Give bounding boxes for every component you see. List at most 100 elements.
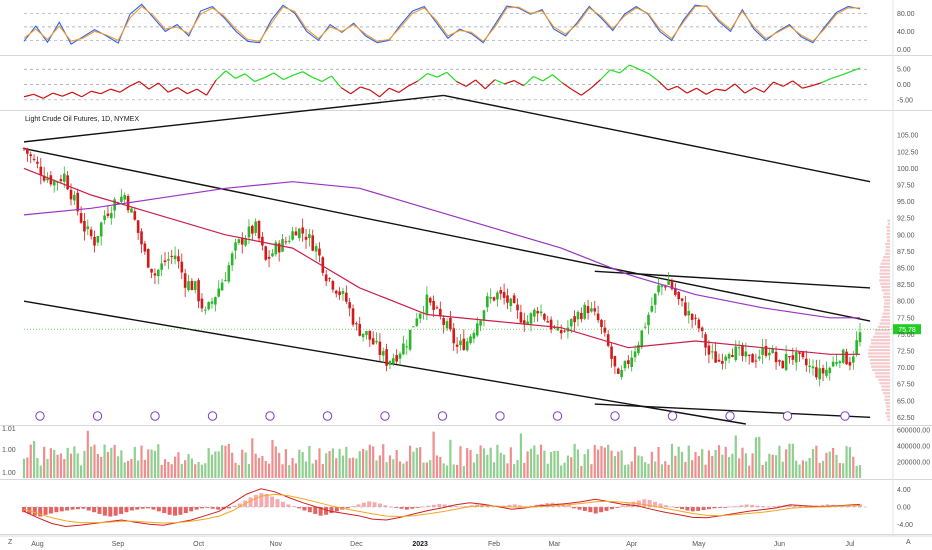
macd-histogram-bar	[157, 507, 161, 511]
volume-bar	[456, 465, 458, 478]
candle-body	[530, 313, 533, 323]
candle-body	[379, 342, 382, 355]
volume-bar	[201, 465, 203, 478]
volume-bar	[842, 463, 844, 478]
volume-bar	[654, 461, 656, 478]
candle-body	[419, 314, 422, 319]
volume-bar	[271, 440, 273, 478]
volume-bar	[856, 466, 858, 478]
macd-histogram-bar	[588, 507, 592, 512]
candle-body	[147, 249, 150, 268]
candle-body	[228, 265, 231, 281]
candle-body	[120, 197, 123, 202]
macd-histogram-bar	[108, 507, 112, 517]
oscillator-segment	[283, 75, 293, 79]
candle-body	[318, 249, 321, 256]
volume-bar	[261, 456, 263, 478]
oscillator-segment	[34, 94, 44, 98]
volume-profile-bar	[871, 342, 890, 344]
oscillator-segment	[255, 78, 265, 82]
oscillator-segment	[389, 88, 399, 92]
candle-body	[483, 310, 486, 320]
bottom-left-glyph[interactable]: Z	[8, 539, 12, 546]
candle-body	[728, 354, 731, 359]
macd-histogram-bar	[281, 502, 285, 507]
volume-profile-bar	[886, 233, 890, 235]
volume-bar	[365, 450, 367, 478]
macd-histogram-bar	[658, 504, 662, 507]
volume-bar	[154, 451, 156, 478]
volume-bar	[312, 463, 314, 478]
bottom-right-glyph[interactable]: A	[906, 539, 911, 546]
candle-body	[580, 313, 583, 319]
volume-bar	[265, 461, 267, 478]
candle-body	[385, 349, 388, 366]
oscillator-segment	[130, 81, 140, 86]
candle-body	[231, 254, 234, 266]
oscillator-segment	[495, 80, 505, 84]
volume-bar	[580, 466, 582, 478]
macd-histogram-bar	[642, 499, 646, 507]
price-tick-label: 97.50	[897, 183, 915, 190]
candle-body	[164, 260, 167, 262]
volume-bar	[140, 446, 142, 478]
volume-profile-bar	[884, 303, 890, 305]
volume-bar	[500, 453, 502, 478]
oscillator-segment	[639, 69, 649, 73]
candle-body	[90, 230, 93, 237]
candle-body	[469, 336, 472, 343]
volume-bar	[755, 437, 757, 478]
candle-body	[110, 213, 113, 218]
volume-bar	[107, 452, 109, 478]
candle-body	[362, 334, 365, 338]
stochastic-tick-label: 0.00	[897, 47, 911, 54]
volume-bar	[469, 450, 471, 478]
oscillator-segment	[764, 82, 774, 92]
volume-bar	[785, 449, 787, 478]
volume-bar	[765, 462, 767, 478]
volume-bar	[825, 453, 827, 478]
candle-body	[66, 175, 69, 189]
macd-histogram-bar	[124, 507, 128, 512]
oscillator-segment	[831, 75, 841, 78]
candle-body	[264, 246, 267, 259]
macd-histogram-bar	[92, 507, 96, 512]
oscillator-segment	[62, 92, 72, 96]
candle-body	[436, 307, 439, 308]
volume-bar	[788, 444, 790, 478]
volume-bar	[446, 466, 448, 478]
volume-bar	[134, 447, 136, 478]
candle-body	[446, 321, 449, 328]
oscillator-segment	[380, 88, 390, 97]
oscillator-segment	[783, 81, 793, 87]
event-marker-icon	[266, 412, 274, 420]
oscillator-segment	[293, 72, 303, 76]
volume-bar	[285, 449, 287, 478]
volume-bar	[466, 448, 468, 478]
volume-bar	[671, 444, 673, 478]
oscillator-segment	[331, 76, 341, 88]
candle-body	[251, 226, 254, 234]
oscillator-segment	[264, 73, 274, 78]
volume-bar	[50, 448, 52, 478]
macd-histogram-bar	[707, 507, 711, 509]
volume-bar	[463, 466, 465, 478]
candle-body	[510, 299, 513, 306]
oscillator-segment	[591, 80, 601, 89]
event-marker-icon	[93, 412, 101, 420]
oscillator-segment	[601, 70, 611, 80]
volume-bar	[715, 450, 717, 478]
oscillator-tick-label: -5.00	[897, 97, 913, 104]
oscillator-segment	[207, 80, 217, 95]
volume-bar	[238, 465, 240, 478]
candle-body	[402, 343, 405, 354]
candle-body	[849, 362, 852, 366]
candle-body	[711, 351, 714, 352]
candle-body	[734, 346, 737, 360]
volume-bar	[204, 463, 206, 478]
oscillator-segment	[24, 94, 34, 96]
candle-body	[590, 308, 593, 311]
candle-body	[187, 281, 190, 290]
oscillator-segment	[399, 86, 409, 92]
